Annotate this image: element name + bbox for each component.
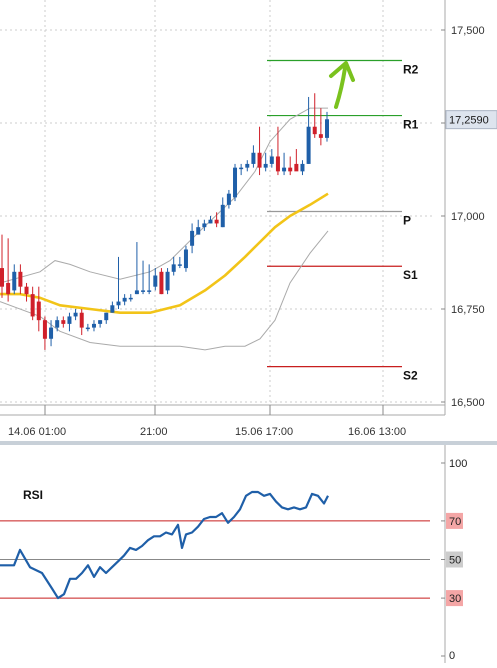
- candle-body: [79, 312, 84, 328]
- candle-body: [61, 320, 66, 324]
- candle-body: [202, 223, 207, 228]
- candle-body: [0, 268, 4, 287]
- candle-body: [36, 301, 41, 321]
- candle-body: [42, 320, 47, 339]
- rsi-plot-area: [0, 445, 445, 663]
- price-tick-label: 16,500: [451, 397, 485, 409]
- candle-body: [251, 152, 256, 164]
- last-price-label: 17,2590: [449, 115, 489, 127]
- rsi-tick-label: 50: [449, 555, 461, 567]
- candle-body: [98, 320, 103, 324]
- candle-body: [325, 119, 329, 138]
- candle-body: [233, 167, 238, 198]
- candle-body: [306, 126, 311, 164]
- candle-body: [288, 167, 293, 172]
- rsi-level-label-box: [446, 590, 463, 607]
- candle-body: [177, 264, 182, 266]
- time-tick-label: 15.06 17:00: [235, 426, 293, 438]
- price-tick-label: 16,750: [451, 304, 485, 316]
- rsi-tick-label: 30: [449, 593, 461, 605]
- candle-body: [30, 294, 35, 317]
- pivot-label-s1: S1: [403, 268, 418, 282]
- candle-body: [263, 163, 268, 168]
- candle-body: [122, 297, 127, 302]
- rsi-tick-label: 0: [449, 650, 455, 662]
- candle-body: [214, 219, 219, 224]
- candle-body: [116, 301, 121, 306]
- rsi-level-label-box: [446, 551, 463, 568]
- candle-body: [49, 327, 54, 339]
- candle-body: [110, 305, 115, 313]
- rsi-tick-label: 100: [449, 458, 467, 470]
- pivot-label-s2: S2: [403, 369, 418, 383]
- candle-body: [159, 271, 164, 295]
- candle-body: [312, 126, 317, 135]
- candle-body: [190, 230, 195, 246]
- candle-body: [67, 316, 72, 324]
- candle-body: [239, 167, 244, 170]
- candle-body: [91, 323, 96, 328]
- candle-body: [183, 249, 188, 269]
- bollinger-lower-line: [0, 230, 329, 351]
- rsi-line: [0, 490, 329, 600]
- pivot-label-r2: R2: [403, 63, 419, 77]
- price-tick-label: 17,000: [451, 211, 485, 223]
- candle-body: [257, 152, 262, 168]
- rsi-tick-label: 70: [449, 516, 461, 528]
- candle-body: [220, 204, 225, 228]
- candle-body: [12, 271, 17, 291]
- candle-body: [85, 327, 90, 330]
- candle-body: [171, 264, 176, 272]
- rsi-level-label-box: [446, 512, 463, 529]
- candle-body: [282, 167, 287, 172]
- time-tick-label: 14.06 01:00: [8, 426, 66, 438]
- moving-average-line: [0, 192, 329, 314]
- candle-body: [165, 271, 170, 291]
- price-tick-label: 17,500: [451, 25, 485, 37]
- candle-body: [104, 312, 109, 321]
- candle-body: [196, 227, 201, 235]
- rsi-title: RSI: [23, 488, 43, 502]
- last-price-marker: [445, 110, 497, 130]
- bollinger-upper-line: [0, 107, 328, 284]
- candle-body: [318, 134, 323, 138]
- candle-body: [134, 290, 139, 295]
- candle-body: [73, 312, 78, 317]
- candle-body: [226, 193, 231, 205]
- candle-body: [153, 275, 158, 287]
- candle-body: [18, 271, 23, 287]
- breakout-arrow-shaft: [334, 66, 347, 109]
- candle-body: [275, 156, 280, 172]
- time-tick-label: 21:00: [140, 426, 168, 438]
- pivot-label-r1: R1: [403, 118, 419, 132]
- candle-body: [128, 297, 133, 300]
- candle-body: [141, 290, 146, 292]
- breakout-arrow-head: [329, 61, 355, 82]
- candle-body: [208, 219, 213, 224]
- candle-body: [6, 282, 11, 295]
- candle-body: [147, 290, 152, 292]
- candle-body: [269, 156, 274, 164]
- candle-body: [55, 320, 60, 328]
- candle-body: [24, 286, 29, 295]
- candle-body: [294, 163, 299, 172]
- pane-separator: [0, 441, 497, 445]
- time-tick-label: 16.06 13:00: [348, 426, 406, 438]
- pivot-label-p: P: [403, 214, 411, 228]
- candle-body: [245, 163, 250, 168]
- candle-body: [300, 163, 305, 172]
